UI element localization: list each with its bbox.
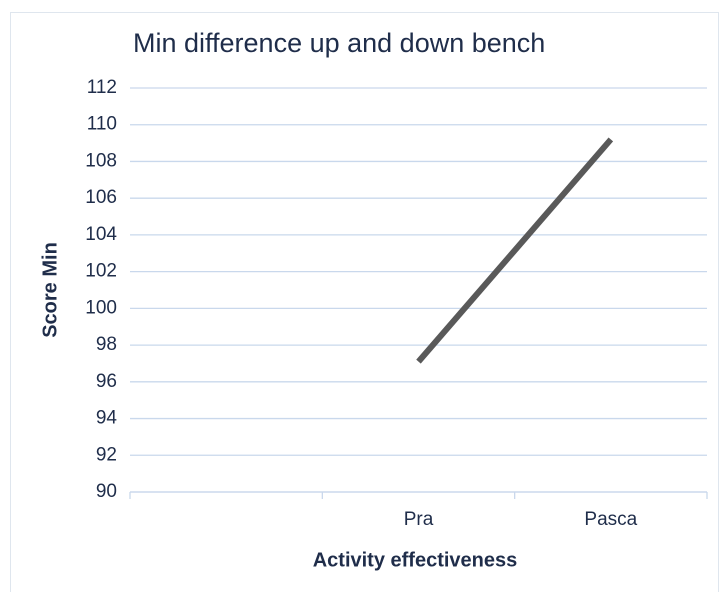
y-tick-label: 112 <box>87 77 117 98</box>
y-tick-label: 98 <box>96 334 117 355</box>
y-tick-label: 94 <box>96 408 118 429</box>
y-tick-label: 106 <box>85 187 117 208</box>
y-tick-label: 104 <box>85 224 117 245</box>
y-tick-label: 102 <box>85 261 117 282</box>
y-tick-label: 100 <box>85 297 117 318</box>
x-tick-label: Pra <box>404 509 434 530</box>
y-tick-label: 90 <box>96 481 117 502</box>
x-tick-label: Pasca <box>584 509 637 530</box>
x-axis-label: Activity effectiveness <box>313 549 518 571</box>
chart-frame <box>10 12 719 592</box>
y-tick-label: 108 <box>85 150 117 171</box>
data-line <box>416 137 614 364</box>
y-tick-label: 96 <box>96 371 117 392</box>
y-tick-label: 92 <box>96 444 117 465</box>
chart-title: Min difference up and down bench <box>133 28 545 58</box>
y-axis-label: Score Min <box>39 242 61 338</box>
y-tick-label: 110 <box>87 114 117 135</box>
